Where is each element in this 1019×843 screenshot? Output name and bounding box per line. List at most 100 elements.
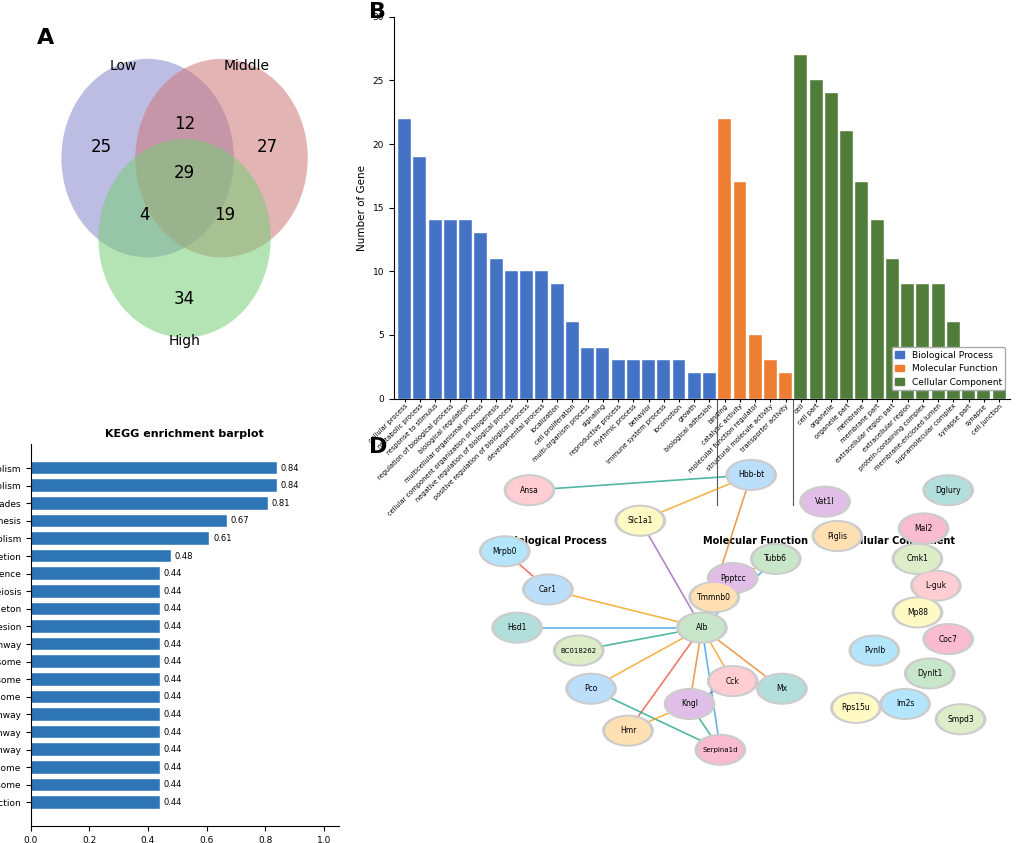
Circle shape	[709, 564, 755, 592]
Text: 0.44: 0.44	[163, 604, 181, 614]
Bar	[687, 373, 700, 399]
Circle shape	[694, 733, 746, 765]
Ellipse shape	[98, 139, 270, 337]
Circle shape	[851, 636, 896, 664]
Circle shape	[728, 461, 773, 489]
Circle shape	[616, 507, 662, 534]
Text: 0.44: 0.44	[163, 745, 181, 754]
Text: Cck: Cck	[726, 677, 739, 685]
Circle shape	[802, 487, 847, 516]
Circle shape	[881, 690, 927, 718]
Text: L-guk: L-guk	[924, 581, 946, 590]
Text: Mrpb0: Mrpb0	[492, 547, 517, 556]
Text: 0.48: 0.48	[174, 551, 194, 561]
Text: 0.84: 0.84	[280, 481, 299, 490]
Circle shape	[494, 614, 539, 642]
Bar	[991, 373, 1005, 399]
Bar	[656, 361, 669, 399]
Text: 12: 12	[174, 115, 195, 132]
Circle shape	[506, 476, 551, 504]
Circle shape	[613, 505, 665, 537]
Bar	[489, 259, 502, 399]
Bar	[794, 55, 807, 399]
Text: 34: 34	[174, 290, 195, 309]
Text: Serpina1d: Serpina1d	[702, 747, 738, 753]
Bar	[717, 119, 731, 399]
Bar	[31, 779, 160, 792]
Text: Kngl: Kngl	[681, 700, 697, 708]
Bar	[31, 550, 171, 562]
Bar	[474, 234, 487, 399]
Circle shape	[568, 674, 613, 703]
Text: Low: Low	[109, 60, 137, 73]
Bar	[946, 322, 959, 399]
Circle shape	[906, 659, 952, 688]
Bar	[31, 796, 160, 808]
Bar	[459, 221, 472, 399]
Bar	[581, 347, 593, 399]
Circle shape	[663, 688, 714, 720]
Text: Tubb6: Tubb6	[763, 555, 787, 563]
Ellipse shape	[136, 59, 308, 257]
Text: Cellular Component: Cellular Component	[845, 536, 954, 546]
Bar	[840, 132, 852, 399]
Text: 27: 27	[257, 137, 278, 156]
Circle shape	[814, 522, 859, 550]
Bar	[31, 690, 160, 703]
Bar	[901, 284, 913, 399]
Bar	[31, 497, 268, 510]
Bar	[504, 271, 518, 399]
Circle shape	[833, 694, 877, 722]
Bar	[824, 94, 837, 399]
Text: Dynlt1: Dynlt1	[916, 669, 942, 678]
Text: Pco: Pco	[584, 685, 597, 693]
Text: 0.61: 0.61	[213, 534, 231, 543]
Circle shape	[555, 636, 601, 664]
Text: Hsd1: Hsd1	[506, 623, 526, 632]
Text: High: High	[168, 335, 201, 348]
Bar	[535, 271, 548, 399]
Bar	[611, 361, 624, 399]
Circle shape	[482, 537, 527, 566]
Circle shape	[697, 736, 743, 764]
Bar	[961, 347, 974, 399]
Circle shape	[891, 543, 943, 575]
Bar	[672, 361, 685, 399]
Circle shape	[479, 535, 530, 567]
Text: 0.44: 0.44	[163, 781, 181, 789]
Bar	[886, 259, 898, 399]
Circle shape	[936, 705, 982, 733]
Text: Car1: Car1	[538, 585, 556, 594]
Text: lm2s: lm2s	[895, 700, 913, 708]
Text: Mal2: Mal2	[913, 524, 931, 533]
Circle shape	[924, 625, 970, 653]
Circle shape	[525, 576, 570, 604]
Title: KEGG enrichment barplot: KEGG enrichment barplot	[105, 429, 264, 439]
Text: Vat1l: Vat1l	[814, 497, 834, 506]
Bar	[31, 462, 277, 475]
Circle shape	[706, 562, 758, 594]
Circle shape	[491, 612, 542, 644]
Text: BC018262: BC018262	[560, 647, 596, 653]
Y-axis label: Number of Gene: Number of Gene	[357, 164, 367, 250]
Circle shape	[755, 673, 807, 705]
Circle shape	[891, 596, 943, 628]
Bar	[763, 361, 776, 399]
Bar	[779, 373, 792, 399]
Text: Slc1a1: Slc1a1	[627, 516, 652, 525]
Text: Hbb-bt: Hbb-bt	[738, 470, 763, 480]
Bar	[976, 347, 989, 399]
Circle shape	[921, 623, 973, 655]
Text: Rps15u: Rps15u	[841, 703, 869, 712]
Text: Hmr: Hmr	[620, 726, 636, 735]
Text: Biological Process: Biological Process	[506, 536, 606, 546]
Text: 0.84: 0.84	[280, 464, 299, 473]
Text: Piglis: Piglis	[826, 532, 847, 540]
Text: Smpd3: Smpd3	[947, 715, 973, 724]
Circle shape	[900, 514, 946, 543]
Bar	[748, 335, 761, 399]
Text: 0.67: 0.67	[230, 517, 249, 525]
Circle shape	[709, 667, 755, 695]
Text: 19: 19	[214, 207, 235, 224]
Text: 0.44: 0.44	[163, 692, 181, 701]
